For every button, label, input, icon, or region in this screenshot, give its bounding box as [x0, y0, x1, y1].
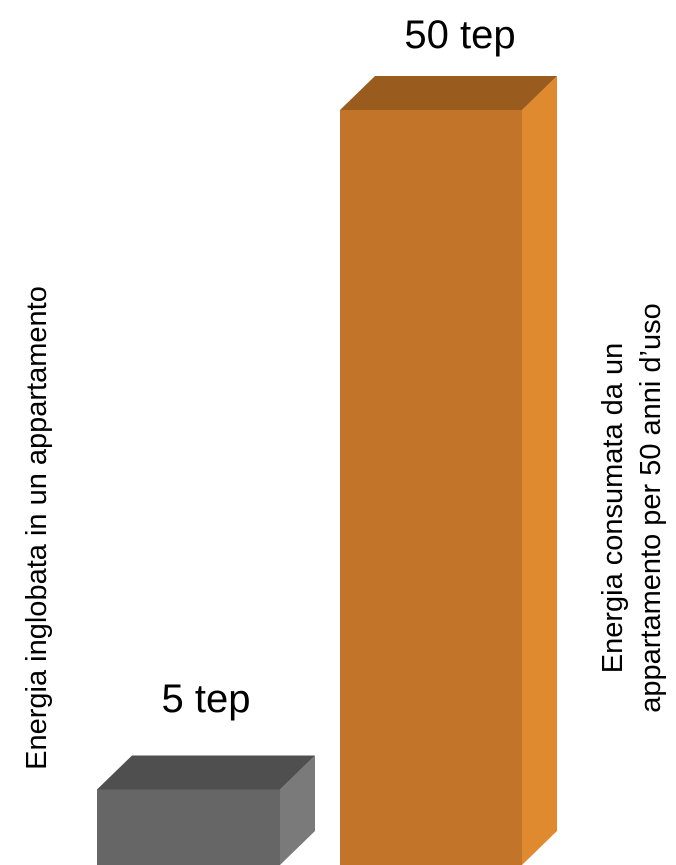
data-label-operational-energy: 50 tep: [404, 13, 515, 57]
bars-group: [97, 76, 557, 865]
category-label-operational-energy-line-2: appartamento per 50 anni d’uso: [635, 303, 667, 713]
bar-embodied-energy-front: [97, 789, 280, 865]
bar-operational-energy-side: [522, 76, 557, 865]
bar-embodied-energy-top: [97, 755, 315, 790]
bar-embodied-energy-side: [280, 755, 315, 865]
category-label-embodied-energy-line-1: Energia inglobata in un appartamento: [21, 286, 53, 770]
category-label-operational-energy-line-1: Energia consumata da un: [597, 343, 629, 674]
data-label-embodied-energy: 5 tep: [162, 677, 251, 721]
category-label-operational-energy: Energia consumata da un appartamento per…: [597, 303, 667, 713]
category-label-embodied-energy: Energia inglobata in un appartamento: [21, 286, 53, 770]
bar-operational-energy-top: [340, 76, 557, 110]
bar-operational-energy-front: [340, 110, 522, 865]
